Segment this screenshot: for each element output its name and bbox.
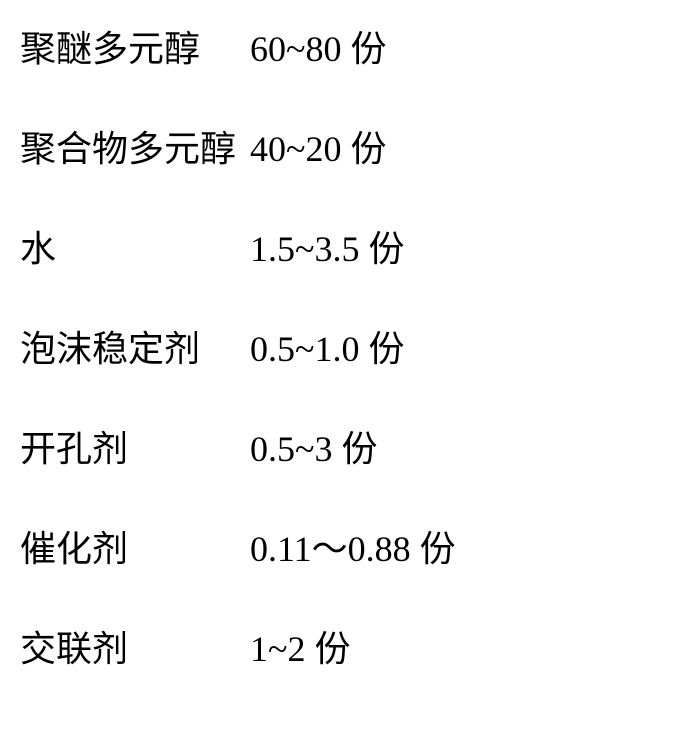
ingredient-value: 1~2 份: [250, 620, 350, 672]
table-row: 聚醚多元醇 60~80 份: [20, 20, 663, 72]
ingredient-label: 交联剂: [20, 620, 250, 672]
ingredient-label: 水: [20, 220, 250, 272]
ingredient-value: 0.5~1.0 份: [250, 320, 404, 372]
table-row: 交联剂 1~2 份: [20, 620, 663, 672]
ingredient-label: 聚醚多元醇: [20, 20, 250, 72]
ingredient-value: 40~20 份: [250, 120, 386, 172]
ingredient-label: 催化剂: [20, 520, 250, 572]
ingredient-value: 0.11～0.88 份: [250, 520, 456, 572]
table-row: 聚合物多元醇 40~20 份: [20, 120, 663, 172]
ingredient-value: 1.5~3.5 份: [250, 220, 404, 272]
ingredient-label: 泡沫稳定剂: [20, 320, 250, 372]
ingredients-table: 聚醚多元醇 60~80 份 聚合物多元醇 40~20 份 水 1.5~3.5 份…: [20, 20, 663, 720]
ingredient-label: 聚合物多元醇: [20, 120, 250, 172]
table-row: 催化剂 0.11～0.88 份: [20, 520, 663, 572]
ingredient-value: 0.5~3 份: [250, 420, 377, 472]
ingredient-label: 开孔剂: [20, 420, 250, 472]
ingredient-value: 60~80 份: [250, 20, 386, 72]
table-row: 水 1.5~3.5 份: [20, 220, 663, 272]
table-row: 泡沫稳定剂 0.5~1.0 份: [20, 320, 663, 372]
table-row: 开孔剂 0.5~3 份: [20, 420, 663, 472]
